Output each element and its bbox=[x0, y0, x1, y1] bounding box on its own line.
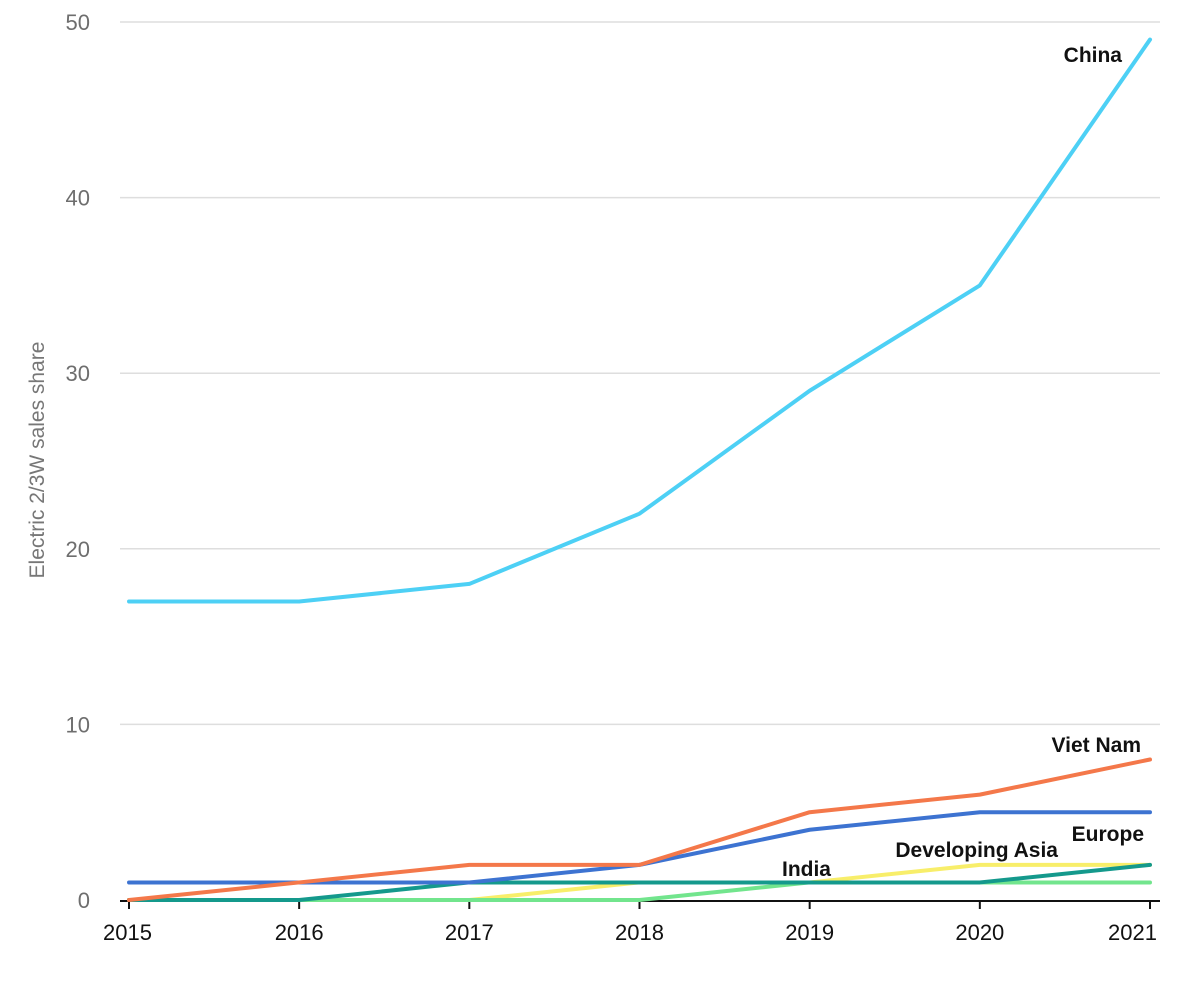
x-tick-label: 2017 bbox=[445, 920, 494, 945]
series-labels: China Viet Nam Europe Developing Asia India bbox=[782, 44, 1144, 881]
series-label: China bbox=[1064, 44, 1123, 67]
x-tick-label: 2015 bbox=[103, 920, 152, 945]
axes: 0 10 20 30 40 50 2015 2016 2017 2018 2019 2020 2021 bbox=[66, 10, 1160, 945]
x-tick-label: 2019 bbox=[785, 920, 834, 945]
y-tick-label: 0 bbox=[78, 888, 90, 913]
x-tick-label: 2018 bbox=[615, 920, 664, 945]
y-tick-label: 10 bbox=[66, 712, 90, 737]
y-tick-label: 40 bbox=[66, 186, 90, 211]
series-lines bbox=[127, 37, 1152, 902]
series-label: Developing Asia bbox=[895, 839, 1058, 862]
y-tick-label: 20 bbox=[66, 537, 90, 562]
series-line-europe bbox=[127, 862, 1152, 902]
series-label: Europe bbox=[1072, 823, 1144, 846]
series-label: Viet Nam bbox=[1052, 734, 1142, 757]
y-axis-title: Electric 2/3W sales share bbox=[26, 342, 49, 579]
y-tick-label: 30 bbox=[66, 361, 90, 386]
series-line-viet-nam bbox=[127, 757, 1152, 902]
y-tick-label: 50 bbox=[66, 10, 90, 35]
series-label: India bbox=[782, 858, 831, 881]
x-tick-label: 2016 bbox=[275, 920, 324, 945]
x-tick-label: 2020 bbox=[955, 920, 1004, 945]
gridlines bbox=[120, 21, 1160, 726]
series-line-china bbox=[127, 37, 1152, 604]
x-tick-label: 2021 bbox=[1108, 920, 1157, 945]
